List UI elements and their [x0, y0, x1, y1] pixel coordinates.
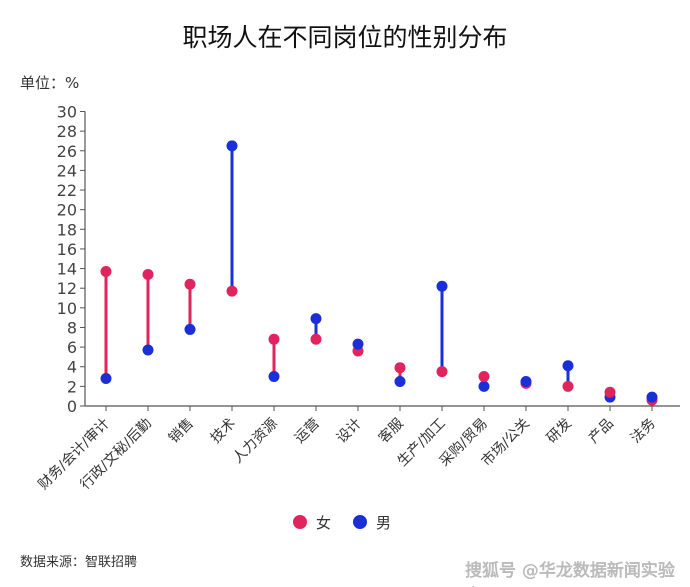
male-point	[310, 313, 322, 325]
y-tick-label: 0	[67, 397, 77, 416]
male-point	[562, 360, 574, 372]
female-point	[478, 371, 490, 383]
male-point	[268, 371, 280, 383]
male-point	[394, 375, 406, 387]
x-tick-label: 运营	[292, 416, 323, 447]
male-point	[184, 323, 196, 335]
y-tick-label: 4	[67, 358, 77, 377]
male-point	[100, 373, 112, 385]
x-tick-label: 产品	[586, 416, 617, 447]
male-point	[352, 338, 364, 350]
male-point	[436, 280, 448, 292]
male-point	[478, 380, 490, 392]
female-point	[562, 380, 574, 392]
female-point	[268, 333, 280, 345]
y-tick-label: 28	[57, 122, 77, 141]
legend-female-label: 女	[316, 514, 331, 532]
y-tick-label: 18	[57, 220, 77, 239]
y-tick-label: 24	[57, 161, 77, 180]
chart-title: 职场人在不同岗位的性别分布	[182, 23, 508, 52]
legend-female-marker	[293, 515, 307, 529]
y-tick-label: 10	[57, 299, 77, 318]
y-tick-label: 12	[57, 279, 77, 298]
y-axis-unit: 单位：%	[20, 74, 80, 92]
female-point	[100, 266, 112, 278]
male-point	[226, 140, 238, 152]
y-tick-label: 6	[67, 338, 77, 357]
y-tick-label: 30	[57, 103, 77, 122]
female-point	[184, 278, 196, 290]
x-tick-label: 法务	[628, 416, 659, 447]
y-tick-label: 20	[57, 201, 77, 220]
female-point	[226, 285, 238, 297]
female-point	[142, 268, 154, 280]
legend-male-label: 男	[376, 514, 391, 532]
y-tick-label: 26	[57, 142, 77, 161]
male-point	[646, 391, 658, 403]
female-point	[310, 333, 322, 345]
male-point	[520, 375, 532, 387]
x-tick-label: 销售	[166, 416, 197, 447]
y-tick-label: 8	[67, 318, 77, 337]
x-tick-label: 设计	[334, 416, 365, 447]
x-tick-label: 研发	[544, 416, 575, 447]
female-point	[604, 386, 616, 398]
y-tick-label: 22	[57, 181, 77, 200]
x-tick-label: 技术	[208, 416, 239, 447]
watermark: 搜狐号 @华龙数据新闻实验室	[465, 561, 675, 587]
female-point	[394, 362, 406, 374]
x-tick-label: 财务/会计/审计	[35, 416, 112, 493]
female-point	[436, 366, 448, 378]
legend-male-marker	[353, 515, 367, 529]
x-tick-label: 人力资源	[230, 416, 281, 467]
male-point	[142, 344, 154, 356]
data-source: 数据来源：智联招聘	[20, 555, 138, 570]
y-tick-label: 14	[57, 260, 77, 279]
y-tick-label: 16	[57, 240, 77, 259]
y-tick-label: 2	[67, 377, 77, 396]
x-tick-label: 客服	[375, 415, 407, 447]
